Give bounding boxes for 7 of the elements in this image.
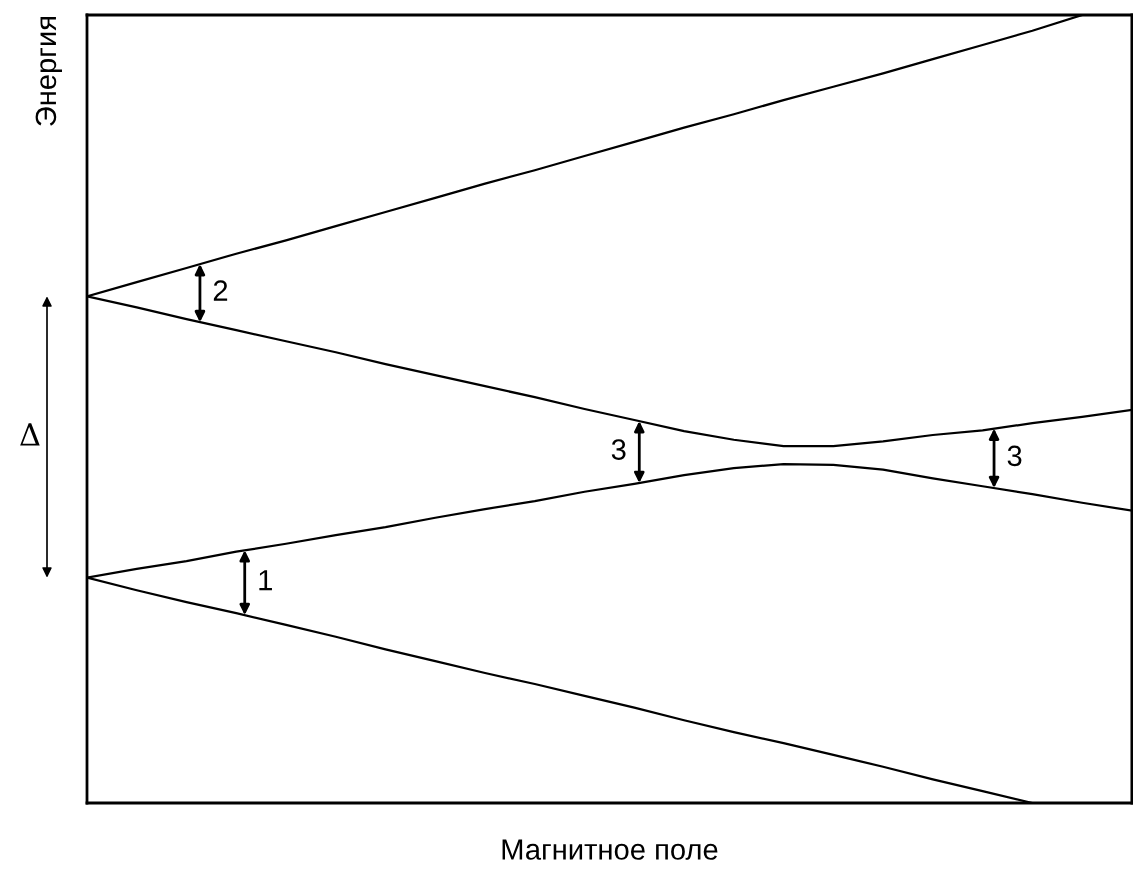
annotation: 2 — [213, 280, 228, 301]
annotation: 1 — [259, 570, 272, 591]
text: Δ — [20, 423, 40, 446]
y-axis-title: Энергия — [35, 17, 62, 126]
annotation: 3 — [1007, 445, 1022, 467]
annotation: 3 — [611, 439, 626, 460]
x-axis-title: Магнитное поле — [502, 839, 718, 860]
